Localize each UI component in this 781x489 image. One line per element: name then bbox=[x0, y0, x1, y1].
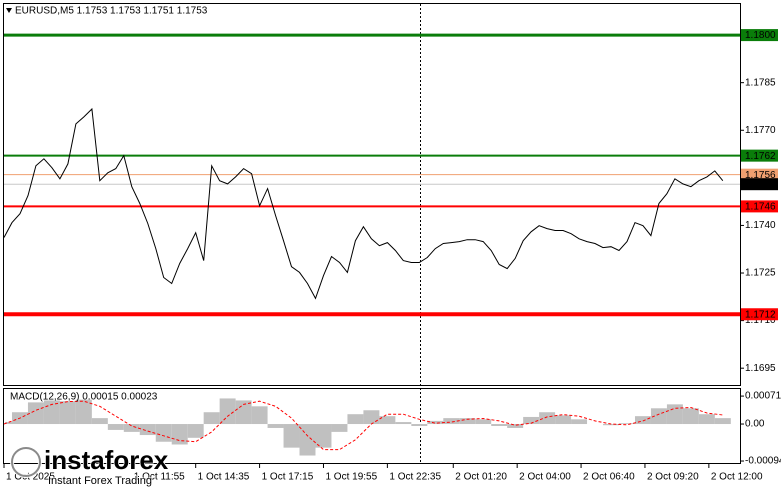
level-tag bbox=[741, 168, 778, 181]
macd-bar bbox=[618, 423, 635, 425]
macd-bar bbox=[203, 412, 220, 425]
chart-title: EURUSD,M5 1.1753 1.1753 1.1751 1.1753 bbox=[15, 6, 208, 17]
y-tick-label: 1.1695 bbox=[745, 363, 776, 374]
macd-bar bbox=[75, 399, 92, 425]
x-tick-label: 1 Oct 11:55 bbox=[134, 472, 185, 483]
macd-bar bbox=[139, 424, 156, 436]
level-tag-label: 1.1756 bbox=[745, 170, 776, 181]
macd-bar bbox=[698, 414, 715, 425]
y-tick-label: 1.1740 bbox=[745, 220, 776, 231]
macd-bar bbox=[91, 418, 108, 425]
x-tick-label: 2 Oct 04:00 bbox=[519, 472, 571, 483]
macd-bar bbox=[59, 401, 76, 425]
macd-bar bbox=[459, 418, 476, 425]
macd-bar bbox=[411, 424, 428, 426]
x-tick-label: 2 Oct 01:20 bbox=[455, 472, 507, 483]
macd-bar bbox=[171, 424, 188, 445]
title-marker bbox=[6, 8, 12, 13]
price-line bbox=[3, 107, 724, 300]
macd-bar bbox=[331, 424, 348, 432]
macd-bar bbox=[427, 420, 444, 425]
main-panel-frame bbox=[3, 3, 741, 386]
macd-bar bbox=[283, 424, 300, 448]
macd-bar bbox=[539, 412, 556, 425]
level-tag bbox=[741, 308, 778, 321]
macd-bar bbox=[219, 398, 236, 425]
x-tick-label: 1 Oct 22:35 bbox=[389, 472, 441, 483]
y-tick-label: 1.1710 bbox=[745, 315, 776, 326]
macd-bar bbox=[571, 419, 588, 425]
level-tag-label: 1.1753 bbox=[745, 179, 776, 190]
macd-bar bbox=[251, 406, 268, 425]
macd-bar bbox=[187, 424, 204, 438]
x-tick-label: 1 Oct 17:15 bbox=[262, 472, 314, 483]
macd-bar bbox=[235, 400, 252, 425]
macd-bar bbox=[347, 414, 364, 425]
level-tag bbox=[741, 29, 778, 42]
macd-bar bbox=[475, 419, 492, 425]
y-tick-label: 1.1785 bbox=[745, 77, 776, 88]
watermark-brand: instaforex bbox=[44, 445, 169, 475]
macd-bar bbox=[443, 418, 460, 425]
macd-bar bbox=[299, 424, 316, 456]
macd-bar bbox=[507, 424, 524, 428]
macd-bar bbox=[5, 422, 12, 425]
level-tag bbox=[741, 200, 778, 213]
macd-bar bbox=[315, 424, 332, 448]
macd-bar bbox=[603, 424, 619, 426]
watermark-tagline: Instant Forex Trading bbox=[48, 475, 152, 487]
level-tag bbox=[741, 149, 778, 162]
macd-bar bbox=[555, 415, 572, 425]
x-tick-label: 2 Oct 06:40 bbox=[583, 472, 635, 483]
macd-bar bbox=[714, 418, 731, 425]
macd-bar bbox=[107, 424, 124, 430]
watermark-logo-inner bbox=[11, 447, 41, 477]
macd-bar bbox=[491, 424, 508, 426]
macd-title: MACD(12,26,9) 0.00015 0.00023 bbox=[10, 392, 158, 403]
macd-panel-frame bbox=[3, 388, 741, 464]
x-tick-label: 1 Oct 19:55 bbox=[325, 472, 377, 483]
y-tick-label: -0.00094 bbox=[745, 456, 781, 467]
x-tick-label: 2 Oct 12:00 bbox=[711, 472, 763, 483]
macd-bar bbox=[267, 424, 284, 428]
y-tick-label: 0.00071 bbox=[745, 391, 781, 402]
x-tick-label: 1 Oct 14:35 bbox=[198, 472, 250, 483]
y-tick-label: 1.1770 bbox=[745, 125, 776, 136]
macd-bar bbox=[682, 408, 699, 425]
level-tag-label: 1.1712 bbox=[745, 309, 776, 320]
macd-bar bbox=[523, 416, 540, 425]
level-tag-label: 1.1762 bbox=[745, 151, 776, 162]
macd-bar bbox=[123, 424, 140, 432]
y-tick-label: 0.00 bbox=[745, 419, 765, 430]
level-tag-label: 1.1746 bbox=[745, 202, 776, 213]
level-tag bbox=[741, 178, 778, 191]
y-tick-label: 1.1725 bbox=[745, 268, 776, 279]
macd-bar bbox=[27, 402, 44, 425]
x-tick-label: 2 Oct 09:20 bbox=[647, 472, 699, 483]
level-tag-label: 1.1800 bbox=[745, 30, 776, 41]
macd-bar bbox=[155, 424, 172, 442]
macd-bar bbox=[634, 416, 651, 425]
macd-bar bbox=[395, 422, 412, 425]
macd-bar bbox=[666, 404, 683, 425]
macd-bar bbox=[379, 416, 396, 425]
macd-bar bbox=[363, 410, 380, 425]
